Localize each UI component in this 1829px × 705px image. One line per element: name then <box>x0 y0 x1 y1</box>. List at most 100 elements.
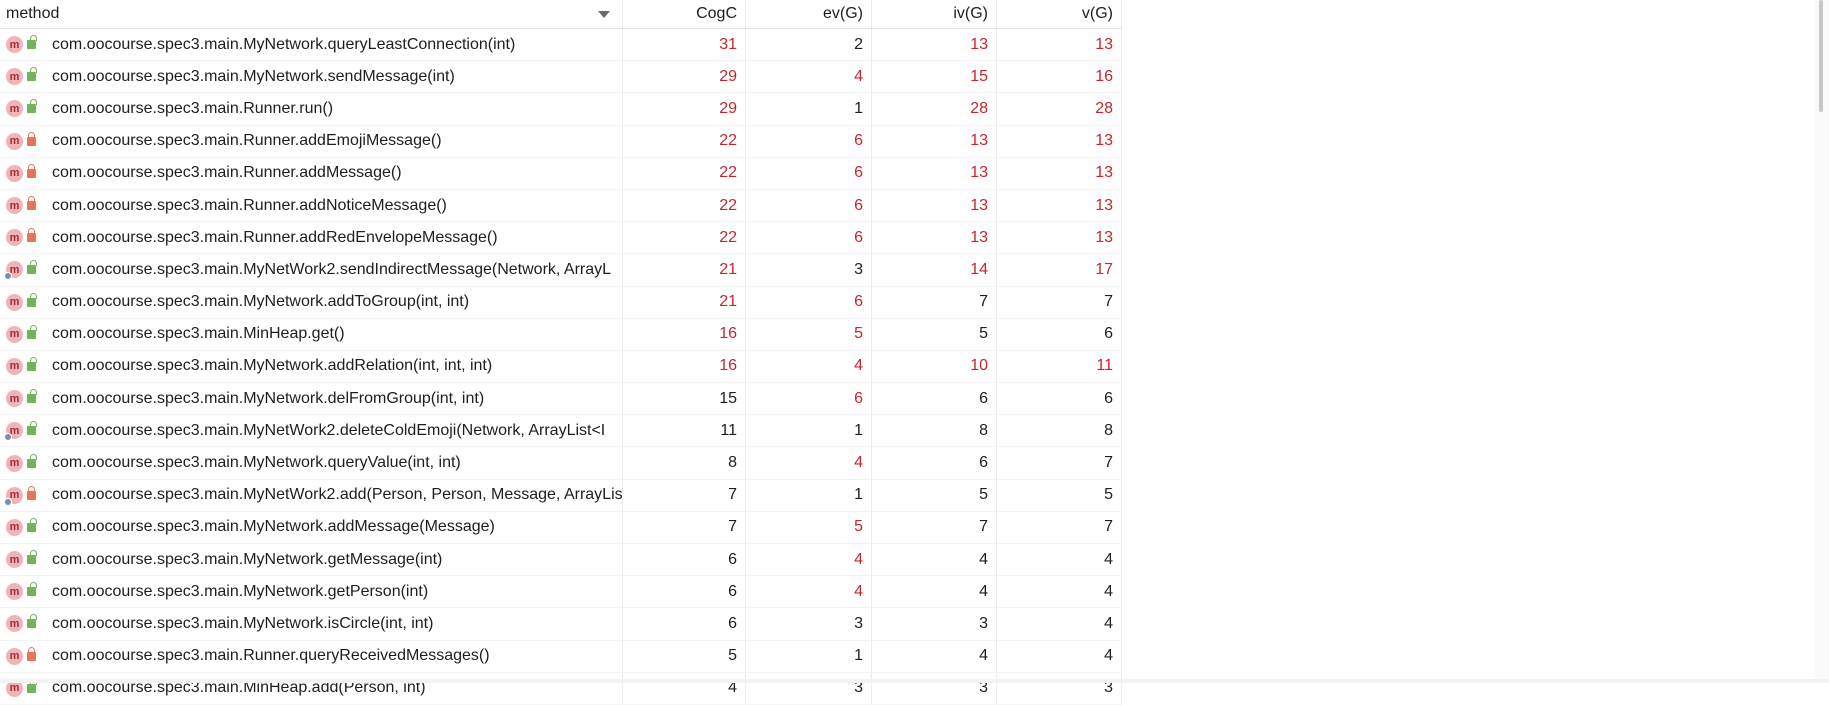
ev-value: 6 <box>854 228 863 246</box>
column-header-v[interactable]: v(G) <box>997 0 1122 28</box>
v-cell: 4 <box>997 608 1122 640</box>
iv-value: 4 <box>979 582 988 600</box>
lock-closed-icon <box>27 131 36 146</box>
lock-open-icon <box>27 389 37 404</box>
method-cell: m com.oocourse.spec3.main.MyNetwork.delFr… <box>0 383 623 415</box>
table-row[interactable]: m com.oocourse.spec3.main.MyNetwork.isCir… <box>0 608 1122 641</box>
method-cell: m com.oocourse.spec3.main.Runner.addEmoji… <box>0 125 623 157</box>
v-value: 4 <box>1104 614 1113 632</box>
v-value: 17 <box>1095 260 1113 278</box>
table-row[interactable]: m com.oocourse.spec3.main.MyNetwork.query… <box>0 29 1122 62</box>
v-value: 13 <box>1095 196 1113 214</box>
v-cell: 13 <box>997 29 1122 61</box>
cogc-cell: 16 <box>623 350 746 383</box>
table-row[interactable]: m com.oocourse.spec3.main.MyNetwork.addMe… <box>0 511 1122 544</box>
lock-closed-icon <box>27 646 36 661</box>
scrollbar-thumb[interactable] <box>1819 0 1823 112</box>
table-row[interactable]: m com.oocourse.spec3.main.MyNetWork2.send… <box>0 254 1122 287</box>
table-row[interactable]: m com.oocourse.spec3.main.MyNetwork.getMe… <box>0 544 1122 577</box>
iv-cell: 6 <box>872 447 997 479</box>
cogc-cell: 7 <box>623 511 746 543</box>
column-header-ev[interactable]: ev(G) <box>746 0 872 28</box>
iv-cell: 4 <box>872 640 997 672</box>
lock-closed-icon <box>27 163 36 178</box>
table-row[interactable]: m com.oocourse.spec3.main.Runner.addRedEn… <box>0 222 1122 255</box>
method-icon: m <box>6 615 23 633</box>
v-value: 5 <box>1104 486 1113 504</box>
v-cell: 13 <box>997 125 1122 157</box>
cogc-value: 21 <box>719 293 737 311</box>
table-row[interactable]: m com.oocourse.spec3.main.MinHeap.add(Per… <box>0 672 1122 705</box>
table-row[interactable]: m com.oocourse.spec3.main.Runner.addNotic… <box>0 189 1122 223</box>
iv-cell: 8 <box>872 415 997 447</box>
lock-open-icon <box>27 292 37 307</box>
ev-cell: 1 <box>746 640 872 672</box>
method-cell: m com.oocourse.spec3.main.MinHeap.add(Per… <box>0 672 623 704</box>
table-row[interactable]: m com.oocourse.spec3.main.Runner.addEmoji… <box>0 125 1122 158</box>
method-name: com.oocourse.spec3.main.MinHeap.get() <box>52 325 345 343</box>
ev-value: 6 <box>854 196 863 214</box>
v-cell: 16 <box>997 61 1122 93</box>
v-value: 11 <box>1096 357 1113 375</box>
lock-open-icon <box>27 582 37 597</box>
method-name: com.oocourse.spec3.main.MyNetwork.addMes… <box>52 518 495 536</box>
method-cell: m com.oocourse.spec3.main.Runner.addRedEn… <box>0 222 623 254</box>
cogc-cell: 7 <box>623 479 746 511</box>
iv-value: 7 <box>979 518 988 536</box>
method-cell: m com.oocourse.spec3.main.MyNetwork.query… <box>0 447 623 479</box>
iv-cell: 5 <box>872 479 997 511</box>
table-row[interactable]: m com.oocourse.spec3.main.MinHeap.get() 16… <box>0 318 1122 351</box>
table-row[interactable]: m com.oocourse.spec3.main.Runner.queryRec… <box>0 640 1122 673</box>
vertical-scrollbar[interactable] <box>1815 0 1829 683</box>
method-name: com.oocourse.spec3.main.MyNetwork.delFro… <box>52 389 485 407</box>
table-row[interactable]: m com.oocourse.spec3.main.Runner.run() 29 1… <box>0 93 1122 126</box>
method-name: com.oocourse.spec3.main.Runner.addMessag… <box>52 164 402 182</box>
table-row[interactable]: m com.oocourse.spec3.main.MyNetwork.sendM… <box>0 61 1122 94</box>
table-row[interactable]: m com.oocourse.spec3.main.MyNetWork2.add(… <box>0 479 1122 512</box>
v-value: 7 <box>1104 518 1113 536</box>
cogc-cell: 22 <box>623 189 746 222</box>
horizontal-scrollbar[interactable] <box>0 679 1829 683</box>
cogc-cell: 21 <box>623 286 746 318</box>
cogc-cell: 29 <box>623 93 746 125</box>
sort-descending-icon[interactable] <box>598 11 610 18</box>
v-cell: 28 <box>997 93 1122 125</box>
lock-open-icon <box>27 421 37 436</box>
ev-cell: 1 <box>746 415 872 447</box>
table-row[interactable]: m com.oocourse.spec3.main.MyNetwork.addRe… <box>0 350 1122 384</box>
iv-cell: 13 <box>872 29 997 61</box>
table-row[interactable]: m com.oocourse.spec3.main.MyNetwork.query… <box>0 447 1122 480</box>
lock-open-icon <box>27 356 37 371</box>
ev-value: 1 <box>854 486 863 504</box>
column-header-cogc[interactable]: CogC <box>623 0 746 28</box>
method-cell: m com.oocourse.spec3.main.MyNetwork.addMe… <box>0 511 623 543</box>
v-cell: 7 <box>997 447 1122 479</box>
column-header-method-label: method <box>6 5 60 22</box>
table-row[interactable]: m com.oocourse.spec3.main.Runner.addMessa… <box>0 157 1122 190</box>
table-row[interactable]: m com.oocourse.spec3.main.MyNetwork.addTo… <box>0 286 1122 319</box>
method-icon: m <box>4 261 23 281</box>
cogc-cell: 22 <box>623 157 746 189</box>
v-value: 13 <box>1095 228 1113 246</box>
lock-open-icon <box>27 260 37 275</box>
column-header-method[interactable]: method <box>0 0 623 28</box>
ev-value: 2 <box>854 35 863 53</box>
iv-cell: 15 <box>872 61 997 93</box>
ev-value: 5 <box>854 518 863 536</box>
method-cell: m com.oocourse.spec3.main.MyNetwork.addTo… <box>0 286 623 318</box>
v-value: 13 <box>1095 132 1113 150</box>
table-row[interactable]: m com.oocourse.spec3.main.MyNetWork2.dele… <box>0 415 1122 448</box>
v-value: 6 <box>1104 325 1113 343</box>
column-header-iv-label: iv(G) <box>953 5 988 22</box>
iv-value: 13 <box>970 228 988 246</box>
method-name: com.oocourse.spec3.main.MyNetwork.addRel… <box>52 357 493 375</box>
lock-closed-icon <box>27 228 36 243</box>
column-header-iv[interactable]: iv(G) <box>872 0 997 28</box>
iv-value: 8 <box>979 421 988 439</box>
cogc-cell: 16 <box>623 318 746 350</box>
method-name: com.oocourse.spec3.main.MyNetWork2.delet… <box>52 421 606 439</box>
table-row[interactable]: m com.oocourse.spec3.main.MyNetwork.delFr… <box>0 383 1122 416</box>
ev-value: 6 <box>854 132 863 150</box>
table-row[interactable]: m com.oocourse.spec3.main.MyNetwork.getPe… <box>0 576 1122 609</box>
cogc-cell: 5 <box>623 640 746 672</box>
